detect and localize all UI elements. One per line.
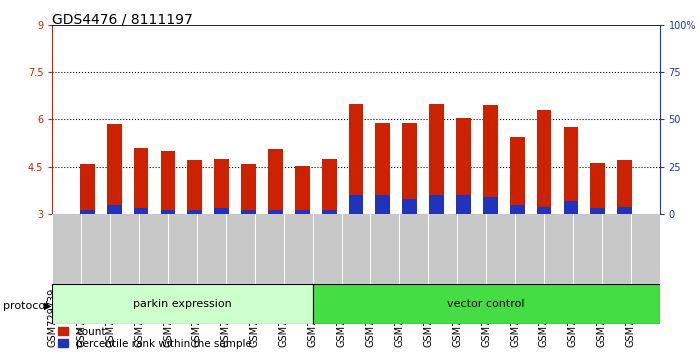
Text: protocol: protocol bbox=[3, 301, 49, 311]
Bar bbox=[134, 148, 149, 214]
Bar bbox=[591, 209, 605, 214]
Bar bbox=[322, 210, 336, 214]
Bar bbox=[80, 164, 95, 214]
Text: vector control: vector control bbox=[447, 299, 525, 309]
Bar bbox=[429, 195, 444, 214]
Bar bbox=[537, 207, 551, 214]
Bar bbox=[241, 164, 256, 214]
Legend: count, percentile rank within the sample: count, percentile rank within the sample bbox=[57, 327, 252, 349]
Bar bbox=[591, 163, 605, 214]
Bar bbox=[376, 122, 390, 214]
Bar bbox=[187, 160, 202, 214]
Text: parkin expression: parkin expression bbox=[133, 299, 232, 309]
Bar bbox=[563, 127, 578, 214]
Bar bbox=[107, 205, 121, 214]
Bar bbox=[563, 201, 578, 214]
Bar bbox=[483, 197, 498, 214]
Text: ▶: ▶ bbox=[44, 301, 52, 311]
Bar bbox=[241, 210, 256, 214]
Bar bbox=[80, 210, 95, 214]
Bar bbox=[348, 195, 364, 214]
Bar bbox=[402, 199, 417, 214]
Bar bbox=[456, 195, 471, 214]
Bar bbox=[617, 160, 632, 214]
FancyBboxPatch shape bbox=[313, 284, 660, 324]
Bar bbox=[348, 104, 364, 214]
Bar bbox=[214, 209, 229, 214]
Bar bbox=[510, 137, 525, 214]
Bar bbox=[429, 104, 444, 214]
Bar bbox=[483, 105, 498, 214]
Bar bbox=[295, 166, 310, 214]
Bar bbox=[268, 149, 283, 214]
Bar bbox=[134, 209, 149, 214]
Bar bbox=[376, 195, 390, 214]
Bar bbox=[456, 118, 471, 214]
Bar bbox=[510, 205, 525, 214]
Bar bbox=[187, 210, 202, 214]
Bar bbox=[295, 210, 310, 214]
Bar bbox=[107, 124, 121, 214]
Text: GDS4476 / 8111197: GDS4476 / 8111197 bbox=[52, 12, 193, 27]
Bar bbox=[322, 159, 336, 214]
Bar bbox=[268, 210, 283, 214]
FancyBboxPatch shape bbox=[52, 284, 313, 324]
Bar bbox=[402, 122, 417, 214]
Bar bbox=[214, 159, 229, 214]
Bar bbox=[161, 151, 175, 214]
Bar bbox=[537, 110, 551, 214]
Bar bbox=[161, 210, 175, 214]
Bar bbox=[617, 207, 632, 214]
